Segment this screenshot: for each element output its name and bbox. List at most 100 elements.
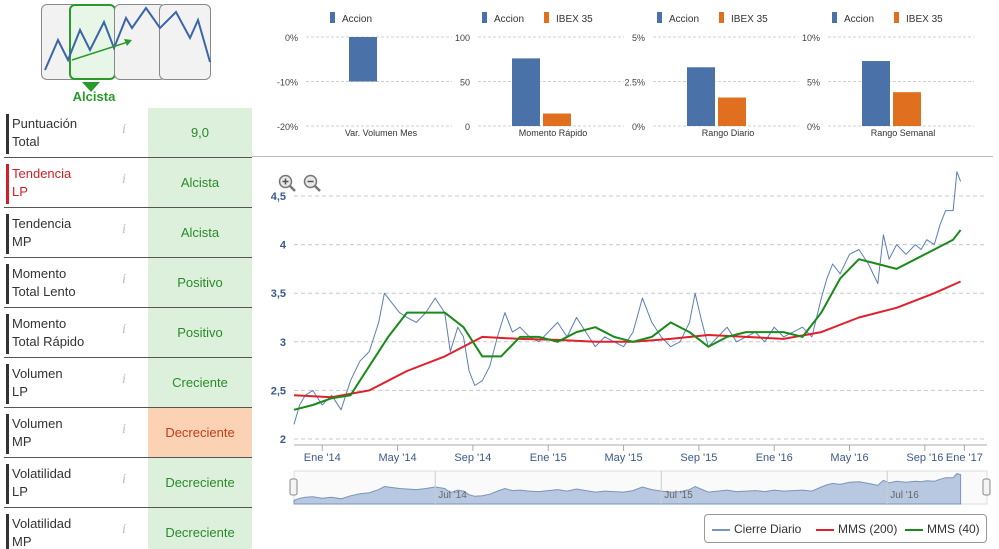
row-value: Decreciente xyxy=(148,458,252,507)
row-value: 9,0 xyxy=(148,108,252,157)
row-value: Positivo xyxy=(148,308,252,357)
legend-label: MMS (200) xyxy=(838,522,898,536)
row-label-line2: MP xyxy=(12,434,32,449)
zoom-in-icon[interactable] xyxy=(278,174,296,192)
legend-swatch xyxy=(657,12,662,23)
legend-swatch xyxy=(719,12,724,23)
info-icon[interactable]: i xyxy=(122,422,126,437)
legend-label: Accion xyxy=(669,14,699,25)
y-tick-label: 2.5% xyxy=(624,78,645,88)
mini-chart-title: Var. Volumen Mes xyxy=(345,128,418,138)
row-indicator-bar xyxy=(6,264,9,304)
row-label[interactable]: Volumen LP xyxy=(12,365,118,401)
row-label-line1: Momento xyxy=(12,316,67,331)
y-tick-label: 10% xyxy=(802,33,820,43)
legend-item-close[interactable]: Cierre Diario xyxy=(712,522,801,536)
legend-item-mms40[interactable]: MMS (40) xyxy=(905,522,980,536)
row-label-line1: Momento xyxy=(12,266,67,281)
zoom-out-icon[interactable] xyxy=(303,174,321,192)
bar-ibex-35[interactable] xyxy=(893,92,921,126)
y-tick-label: -20% xyxy=(277,122,298,132)
legend-swatch xyxy=(330,12,335,23)
legend-swatch xyxy=(832,12,837,23)
row-indicator-bar xyxy=(6,414,9,454)
series-mms-40[interactable] xyxy=(293,229,962,411)
bar-accion[interactable] xyxy=(862,61,890,126)
row-label-line2: MP xyxy=(12,534,32,549)
legend-label: Accion xyxy=(844,14,874,25)
score-row: Momento Total Lento i Positivo xyxy=(4,258,252,308)
y-tick-label: -10% xyxy=(277,78,298,88)
score-row: Puntuación Total i 9,0 xyxy=(4,108,252,158)
legend-label: IBEX 35 xyxy=(731,14,768,25)
navigator-handle-left[interactable] xyxy=(289,478,298,496)
legend-item-mms200[interactable]: MMS (200) xyxy=(816,522,897,536)
navigator-handle-right[interactable] xyxy=(982,478,991,496)
bar-ibex-35[interactable] xyxy=(718,97,746,126)
trend-card-alcista[interactable] xyxy=(69,4,116,80)
x-tick-label: May '14 xyxy=(378,452,416,464)
row-label-line1: Volumen xyxy=(12,416,63,431)
row-label[interactable]: Puntuación Total xyxy=(12,115,118,151)
info-icon[interactable]: i xyxy=(122,122,126,137)
info-icon[interactable]: i xyxy=(122,272,126,287)
info-icon[interactable]: i xyxy=(122,322,126,337)
x-tick-label: May '15 xyxy=(604,452,642,464)
row-label[interactable]: Tendencia MP xyxy=(12,215,118,251)
row-label[interactable]: Momento Total Rápido xyxy=(12,315,118,351)
series-cierre-diario[interactable] xyxy=(293,171,962,425)
row-value: Decreciente xyxy=(148,508,252,549)
navigator-series xyxy=(293,473,962,505)
y-tick-label: 3,5 xyxy=(271,288,286,300)
info-icon[interactable]: i xyxy=(122,522,126,537)
x-tick-label: Ene '14 xyxy=(304,452,341,464)
bar-accion[interactable] xyxy=(349,37,377,82)
y-tick-label: 0% xyxy=(632,122,645,132)
row-label-line2: Total Lento xyxy=(12,284,76,299)
navigator-label: Jul '16 xyxy=(890,490,919,501)
y-tick-label: 4 xyxy=(280,240,287,252)
info-icon[interactable]: i xyxy=(122,472,126,487)
row-label-line1: Volumen xyxy=(12,366,63,381)
y-tick-label: 4,5 xyxy=(271,191,286,203)
y-tick-label: 2 xyxy=(280,434,286,446)
row-label-line1: Puntuación xyxy=(12,116,78,131)
row-label-line2: MP xyxy=(12,234,32,249)
bar-accion[interactable] xyxy=(512,58,540,126)
row-label[interactable]: Tendencia LP xyxy=(12,165,118,201)
score-row: Tendencia MP i Alcista xyxy=(4,208,252,258)
info-icon[interactable]: i xyxy=(122,372,126,387)
row-label-line2: Total Rápido xyxy=(12,334,85,349)
legend-label: Cierre Diario xyxy=(734,522,802,536)
row-indicator-bar xyxy=(6,514,9,549)
score-row: Volatilidad LP i Decreciente xyxy=(4,458,252,508)
bar-ibex-35[interactable] xyxy=(543,113,571,126)
legend-label: IBEX 35 xyxy=(556,14,593,25)
divider xyxy=(252,156,993,157)
y-tick-label: 50 xyxy=(460,78,470,88)
trend-card-sin-tendencia[interactable] xyxy=(159,4,211,80)
x-tick-label: Sep '14 xyxy=(454,452,491,464)
trend-pointer-icon xyxy=(82,82,100,92)
y-tick-label: 2,5 xyxy=(271,385,286,397)
legend-swatch xyxy=(482,12,487,23)
mini-chart-title: Rango Semanal xyxy=(871,128,936,138)
price-chart[interactable]: 2 2,5 3 3,5 4 4,5 Ene '14 May '14 Sep '14 Ene '15… xyxy=(252,158,999,549)
row-label-line1: Tendencia xyxy=(12,216,72,231)
row-label[interactable]: Volatilidad LP xyxy=(12,465,118,501)
info-icon[interactable]: i xyxy=(122,172,126,187)
row-label[interactable]: Volatilidad MP xyxy=(12,515,118,549)
bar-accion[interactable] xyxy=(687,67,715,126)
mini-chart-rango-diario: Accion IBEX 35 0% 2.5% 5% Rango Diario xyxy=(617,0,802,150)
y-tick-label: 0% xyxy=(285,33,298,43)
row-label[interactable]: Momento Total Lento xyxy=(12,265,118,301)
info-icon[interactable]: i xyxy=(122,222,126,237)
x-tick-label: Sep '15 xyxy=(680,452,717,464)
mini-chart-rango-semanal: Accion IBEX 35 0% 5% 10% Rango Semanal xyxy=(792,0,977,150)
row-label[interactable]: Volumen MP xyxy=(12,415,118,451)
trend-sparkline-graphic xyxy=(44,6,211,92)
trend-widget: Alcista xyxy=(0,0,252,108)
row-indicator-bar xyxy=(6,164,9,204)
mini-chart-momento-rapido: Accion IBEX 35 0 50 100 Momento Rápido xyxy=(442,0,627,150)
score-table: Puntuación Total i 9,0 Tendencia LP i Alcista Te… xyxy=(4,108,252,549)
